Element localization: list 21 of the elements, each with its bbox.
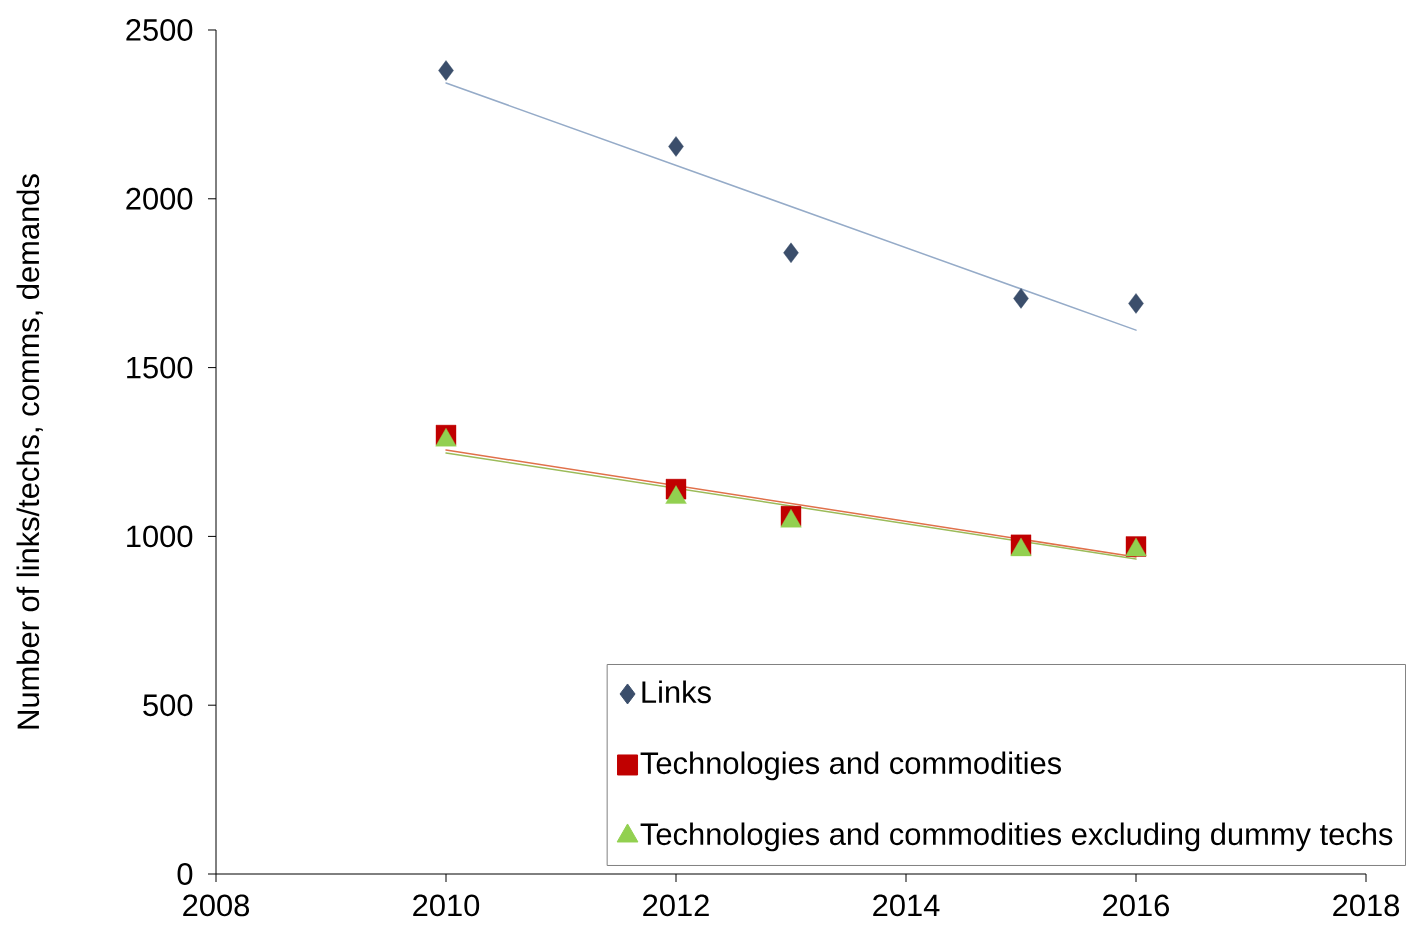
point [438,60,454,81]
y-axis-title: Number of links/techs, comms, demands [16,174,43,729]
y-tick-label: 2500 [126,19,193,41]
y-tick-label: 2000 [126,187,193,210]
x-tick-label: 2010 [413,894,480,917]
point [1013,288,1029,309]
y-tick-label: 500 [143,694,193,717]
x-tick-label: 2014 [873,894,940,917]
legend-label: Technologies and commodities excluding dummy techs [640,822,1393,852]
x-tick-label: 2016 [1103,894,1169,917]
y-tick-label: 0 [177,863,193,885]
legend-label: Links [642,680,711,704]
point [668,136,684,157]
point [1128,293,1144,314]
x-tick-label: 2018 [1333,894,1400,917]
y-tick-label: 1000 [127,525,193,548]
x-tick-label: 2008 [183,894,250,917]
x-tick-label: 2012 [643,894,709,917]
point [783,242,799,264]
legend-label: Technologies and commodities [640,751,1062,781]
y-tick-label: 1500 [127,356,193,379]
